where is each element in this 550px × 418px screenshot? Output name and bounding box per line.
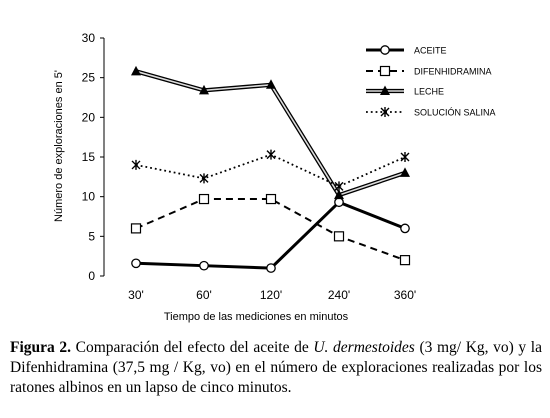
data-point-star: [131, 159, 141, 170]
legend-item-aceite: ACEITE: [366, 45, 447, 56]
data-point-triangle: [266, 79, 276, 89]
data-point-star: [380, 107, 390, 117]
y-tick-label: 0: [88, 269, 95, 283]
figure-caption: Figura 2. Comparación del efecto del ace…: [10, 338, 542, 398]
legend-item-leche: LECHE: [366, 85, 444, 97]
data-point-circle: [334, 197, 344, 208]
legend-label-aceite: ACEITE: [414, 46, 447, 56]
data-point-triangle: [199, 84, 209, 95]
series-layer: [130, 65, 411, 273]
legend-label-difenhidramina: DIFENHIDRAMINA: [414, 67, 492, 77]
legend-label-solucion-salina: SOLUCIÓN SALINA: [414, 108, 496, 118]
data-point-circle: [131, 258, 141, 269]
y-axis: 0 5 10 15 20 25 30: [82, 31, 105, 283]
series-solucion-salina: [131, 149, 410, 192]
x-axis-title: Tiempo de las mediciones en minutos: [164, 311, 349, 323]
x-axis: 30' 60' 120' 240' 360': [128, 288, 416, 302]
data-point-triangle: [131, 65, 141, 76]
y-tick-label: 15: [82, 150, 96, 164]
y-tick-label: 25: [82, 71, 96, 85]
y-tick-label: 5: [88, 229, 95, 243]
x-tick-label: 360': [394, 288, 416, 302]
legend: ACEITE DIFENHIDRAMINA LECHE SOLUCIÓN SALINA: [366, 45, 496, 118]
data-point-circle: [380, 45, 390, 55]
data-point-circle: [199, 260, 209, 271]
data-point-circle: [400, 223, 410, 234]
series-leche: [131, 65, 410, 200]
data-point-square: [333, 231, 345, 242]
legend-label-leche: LECHE: [414, 87, 444, 97]
data-point-triangle: [400, 167, 410, 177]
data-point-square: [265, 193, 277, 205]
caption-label: Figura 2.: [10, 339, 72, 356]
series-line-difenhidramina: [135, 198, 406, 262]
data-point-star: [199, 173, 209, 184]
x-tick-label: 120': [260, 288, 282, 302]
caption-species: U. dermestoides: [313, 339, 415, 356]
data-point-star: [400, 152, 410, 162]
line-chart: 0 5 10 15 20 25 30 30' 60' 120' 240' 360' Número d…: [53, 31, 496, 323]
series-line-leche-inner: [135, 70, 406, 197]
data-point-triangle: [380, 85, 390, 95]
data-point-square: [130, 223, 142, 234]
x-tick-label: 30': [128, 288, 144, 302]
data-point-star: [266, 149, 276, 160]
y-tick-label: 20: [82, 110, 96, 124]
series-line-aceite: [135, 200, 406, 270]
series-difenhidramina: [130, 193, 411, 266]
data-point-circle: [266, 263, 276, 273]
caption-text-1: Comparación del efecto del aceite de: [71, 339, 314, 356]
data-point-square: [399, 255, 411, 266]
legend-item-solucion-salina: SOLUCIÓN SALINA: [366, 107, 496, 118]
y-tick-label: 10: [82, 190, 96, 204]
legend-item-difenhidramina: DIFENHIDRAMINA: [366, 65, 492, 77]
series-line-leche: [135, 69, 406, 198]
data-point-triangle: [334, 189, 344, 200]
x-tick-label: 60': [196, 288, 212, 302]
caption-text-2: (3 mg/ Kg, vo) y la Difenhidramina (37,5…: [10, 339, 542, 396]
y-axis-title: Número de exploraciones en 5': [53, 70, 65, 222]
data-point-square: [198, 193, 210, 205]
x-tick-label: 240': [328, 288, 350, 302]
data-point-square: [379, 65, 391, 77]
data-point-star: [334, 181, 344, 192]
series-aceite: [131, 197, 410, 273]
y-tick-label: 30: [82, 31, 96, 45]
